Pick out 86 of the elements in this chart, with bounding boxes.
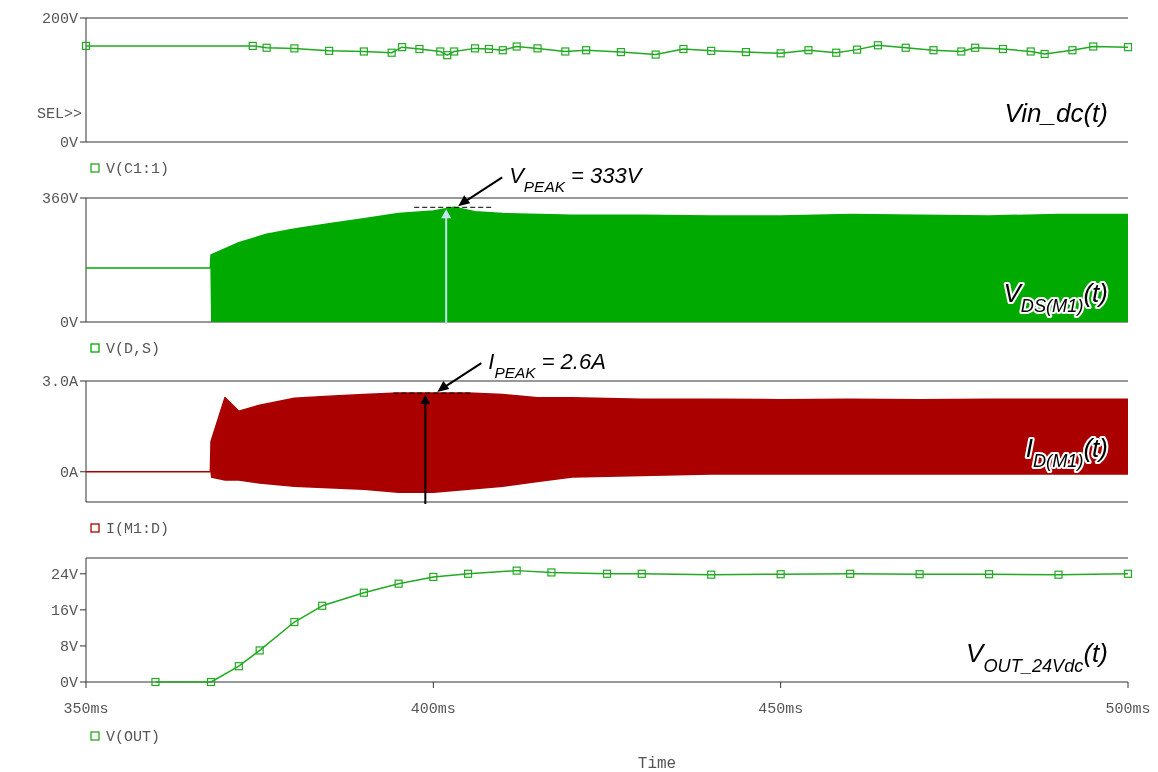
point [852,45,862,54]
legend-label: V(D,S) [106,341,161,358]
point [1068,46,1077,55]
x-tick-label: 350ms [63,701,109,718]
curve-label: V$_{OUT_24Vdc}$(t) [966,638,1108,676]
point [255,646,264,655]
point [873,41,883,50]
point [804,46,813,55]
point [397,43,407,52]
point [436,47,445,56]
point [637,569,646,578]
point [832,48,841,57]
y-tick-label: 8V [59,638,78,656]
point [248,41,257,50]
curve-label: V$_{DS(M1)}$(t) [1003,278,1108,316]
x-axis-title: Time [637,755,677,772]
point [318,601,327,610]
point [547,568,556,577]
x-tick-label: 400ms [410,701,456,718]
y-tick-label: 360V [41,191,78,208]
point [1026,47,1035,56]
text: SEL>> [36,106,82,123]
point [415,44,424,54]
curve-label: Vin_dc(t) [1004,98,1108,128]
point [234,662,243,671]
x-tick-label: 500ms [1105,701,1151,718]
y-tick-label: 200V [41,11,78,28]
point [359,47,368,56]
point [651,50,660,59]
point [387,48,396,57]
point [290,44,299,53]
point [741,48,751,57]
point [498,46,507,55]
point [394,579,403,588]
point [1123,569,1133,578]
point [151,677,160,687]
point [602,569,612,578]
point [512,42,521,51]
y-tick-label: 0V [59,315,78,332]
y-tick-label: 0V [59,675,78,692]
point [443,51,452,60]
y-tick-label: 24V [50,566,78,584]
x-tick-label: 450ms [758,701,804,718]
y-tick-label: 0V [59,135,78,152]
point [81,41,91,50]
point [679,44,688,54]
annotation: V$_{PEAK}$ = 333V [509,163,644,195]
legend-label: V(C1:1) [106,161,170,178]
y-tick-label: 3.0A [41,374,78,391]
point [561,47,570,56]
point [984,570,994,579]
point [616,48,625,57]
point [290,617,299,627]
point [707,46,716,55]
point [1040,49,1049,59]
point [450,47,459,56]
point [901,43,910,52]
legend-label: I(M1:D) [106,521,170,538]
point [262,43,271,52]
point [998,44,1008,54]
point [1123,43,1133,52]
point [957,47,966,56]
point [1054,570,1063,579]
point [470,44,480,53]
annotation: I$_{PEAK}$ = 2.6A [488,349,606,381]
legend-label: V(OUT) [106,729,161,746]
point [533,44,542,53]
point [429,572,438,582]
point [463,569,473,578]
point [776,49,785,58]
point [512,566,521,575]
point [929,46,938,55]
y-tick-label: 16V [50,602,78,620]
point [846,569,855,578]
point [971,43,980,52]
point [707,570,716,579]
curve-label: I$_{D(M1)}$(t) [1025,432,1108,471]
point [915,570,924,579]
point [1089,42,1098,51]
point [325,46,334,55]
point [776,570,785,579]
point [359,588,368,597]
y-tick-label: 0A [59,464,78,482]
point [582,46,591,55]
point [206,677,216,687]
point [484,44,494,54]
